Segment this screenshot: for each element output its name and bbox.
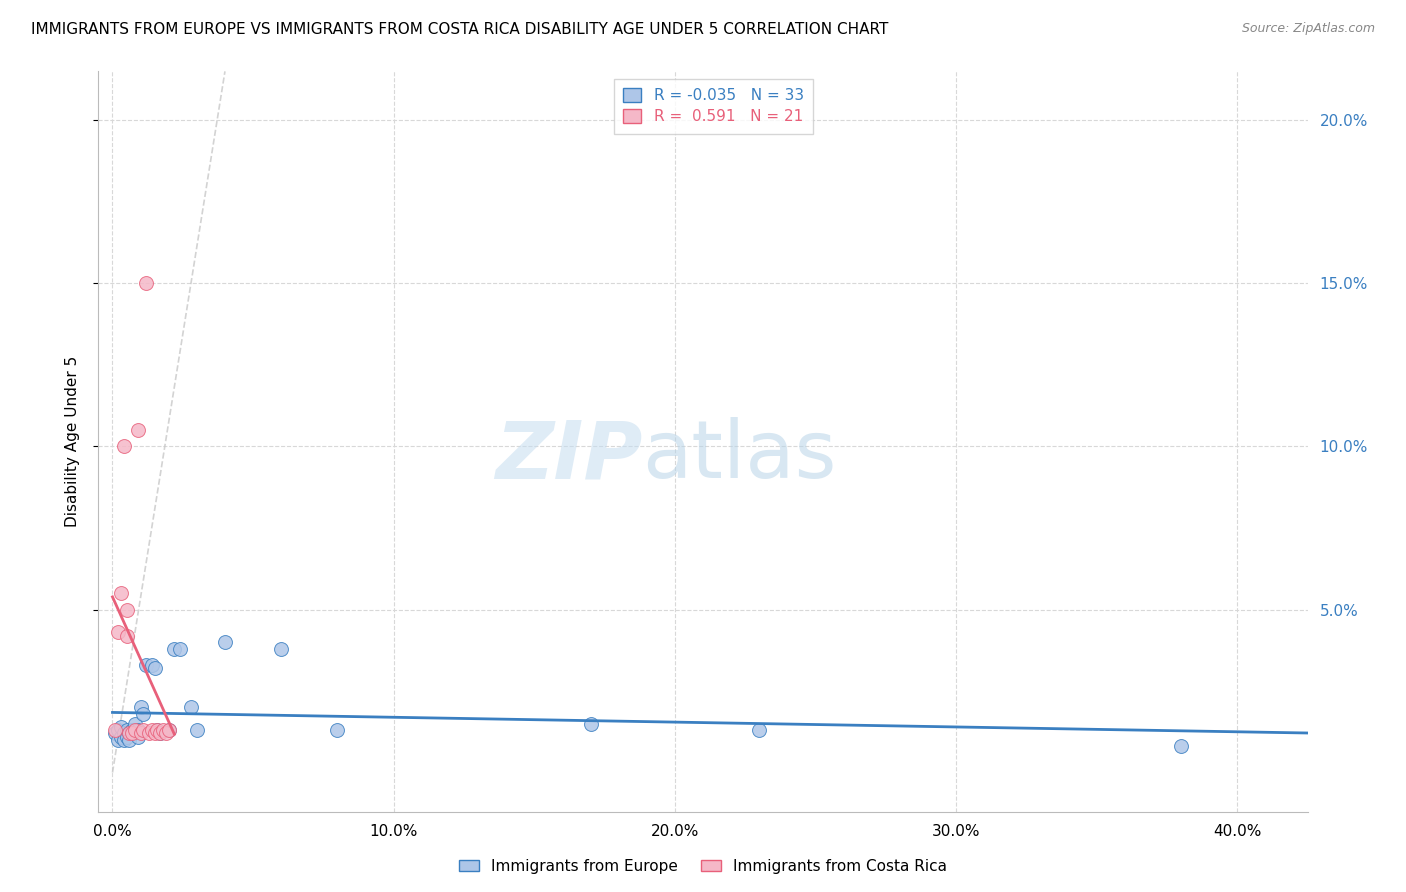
Point (127, 723, 149, 738)
Point (132, 723, 155, 738)
Point (180, 700, 202, 714)
Point (115, 629, 138, 643)
Point (146, 723, 169, 738)
Point (157, 723, 180, 738)
Point (579, 716, 602, 731)
Point (186, 723, 208, 738)
Point (115, 730, 138, 744)
Point (135, 657, 157, 672)
Point (748, 723, 770, 738)
Point (129, 700, 152, 714)
Point (157, 723, 180, 738)
Point (270, 641, 292, 656)
Point (124, 723, 146, 738)
Legend: Immigrants from Europe, Immigrants from Costa Rica: Immigrants from Europe, Immigrants from … (453, 853, 953, 880)
Point (118, 733, 141, 747)
Point (121, 723, 143, 738)
Point (104, 726, 127, 740)
Point (112, 733, 135, 747)
Point (118, 726, 141, 740)
Point (143, 661, 166, 675)
Point (115, 723, 138, 738)
Point (107, 733, 129, 747)
Point (138, 726, 160, 740)
Point (163, 641, 186, 656)
Point (107, 625, 129, 640)
Point (135, 277, 157, 291)
Point (326, 723, 349, 738)
Point (143, 726, 166, 740)
Point (127, 423, 149, 437)
Point (107, 723, 129, 738)
Point (110, 586, 132, 600)
Point (141, 723, 163, 738)
Point (129, 726, 152, 740)
Text: IMMIGRANTS FROM EUROPE VS IMMIGRANTS FROM COSTA RICA DISABILITY AGE UNDER 5 CORR: IMMIGRANTS FROM EUROPE VS IMMIGRANTS FRO… (31, 22, 889, 37)
Point (121, 726, 143, 740)
Text: ZIP: ZIP (495, 417, 643, 495)
Point (112, 726, 135, 740)
Point (127, 730, 149, 744)
Y-axis label: Disability Age Under 5: Disability Age Under 5 (65, 356, 80, 527)
Point (124, 716, 146, 731)
Point (110, 720, 132, 734)
Point (104, 723, 127, 738)
Text: Source: ZipAtlas.com: Source: ZipAtlas.com (1241, 22, 1375, 36)
Point (214, 635, 236, 649)
Text: atlas: atlas (643, 417, 837, 495)
Point (149, 726, 172, 740)
Legend: R = -0.035   N = 33, R =  0.591   N = 21: R = -0.035 N = 33, R = 0.591 N = 21 (614, 79, 813, 134)
Point (146, 723, 169, 738)
Point (1170, 739, 1192, 754)
Point (169, 641, 191, 656)
Point (115, 602, 138, 616)
Point (155, 726, 177, 740)
Point (118, 726, 141, 740)
Point (149, 726, 172, 740)
Point (152, 723, 174, 738)
Point (110, 730, 132, 744)
Point (112, 439, 135, 453)
Point (141, 657, 163, 672)
Point (132, 706, 155, 721)
